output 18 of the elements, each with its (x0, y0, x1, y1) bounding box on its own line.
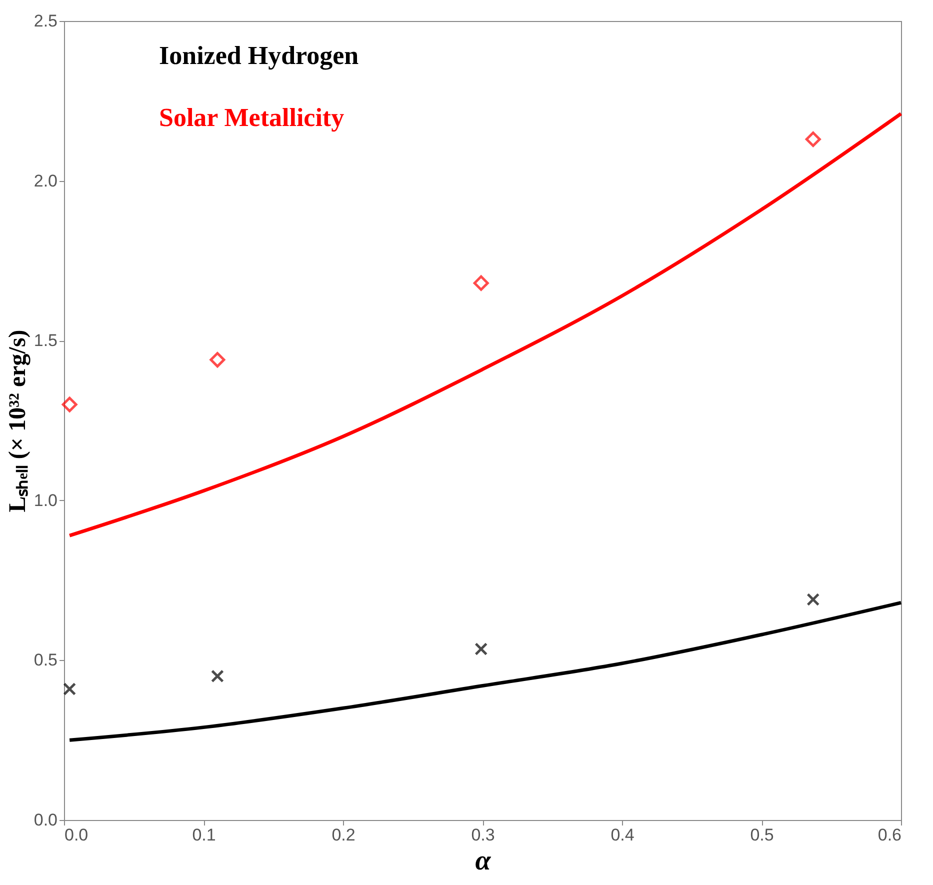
x-axis-title: α (475, 846, 492, 876)
y-tick-label: 2.0 (34, 171, 58, 190)
x-tick-label: 0.3 (471, 826, 495, 844)
x-tick-label: 0.1 (192, 826, 216, 844)
text: Solar Metallicity (159, 103, 344, 132)
x-tick-label: 0.2 (332, 826, 356, 844)
x-tick-label: 0.5 (750, 826, 774, 844)
y-tick-label: 1.0 (34, 490, 58, 510)
x-tick-label: 0.6 (878, 826, 902, 844)
line-series (68, 600, 903, 742)
text: Ionized Hydrogen (159, 41, 360, 70)
y-axis-title: Lₛₕₑₗₗ (× 10³² erg/s) (4, 330, 31, 512)
y-tick-label: 0.0 (34, 810, 58, 830)
y-tick-label: 1.5 (34, 331, 58, 350)
x-tick-label: 0.0 (64, 826, 88, 844)
y-tick-label: 0.5 (34, 650, 58, 670)
x-tick-label: 0.4 (610, 826, 634, 844)
y-tick-label: 2.5 (34, 12, 58, 30)
